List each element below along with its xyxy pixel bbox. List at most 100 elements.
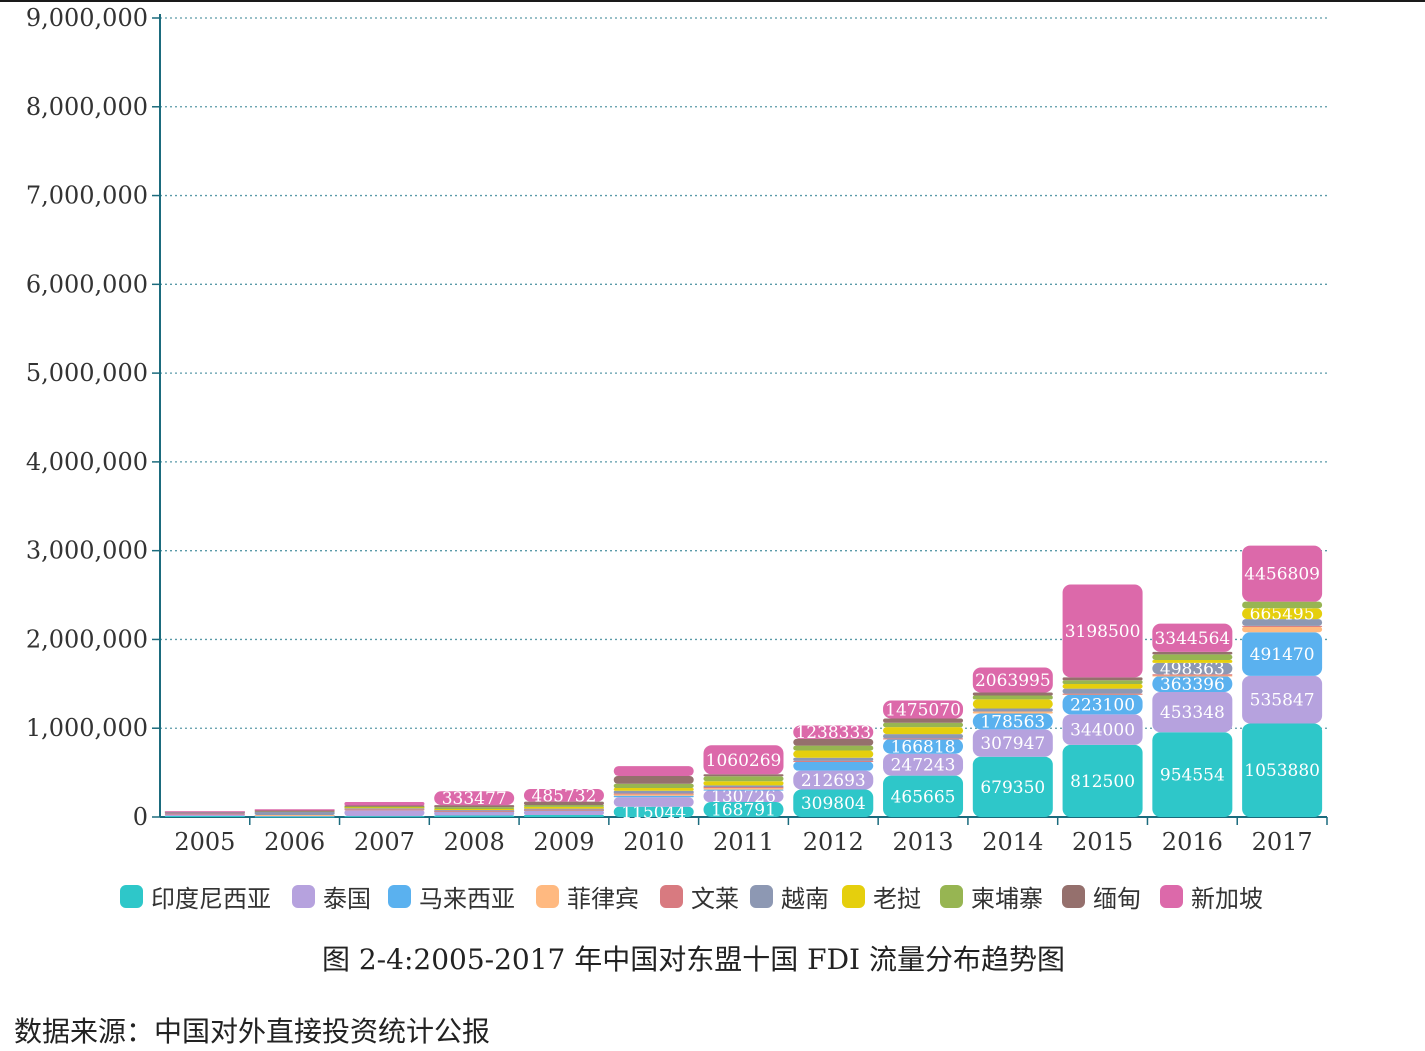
bar-value-label: 166818 xyxy=(891,737,956,757)
bar-segment xyxy=(1152,659,1233,663)
bar-segment xyxy=(703,787,784,789)
bar-segment xyxy=(703,785,784,788)
bar-value-label: 954554 xyxy=(1160,766,1225,786)
legend-item[interactable]: 新加坡 xyxy=(1160,878,1263,914)
figure-caption: 图 2-4:2005-2017 年中国对东盟十国 FDI 流量分布趋势图 xyxy=(321,943,1066,976)
legend-label: 越南 xyxy=(781,884,829,913)
x-tick-label: 2014 xyxy=(982,828,1043,856)
bar-segment xyxy=(883,700,964,719)
bar-segment xyxy=(1062,714,1143,745)
legend-item[interactable]: 老挝 xyxy=(842,878,921,914)
stacked-bar-chart: 0 1,000,000 2,000,000 3,000,000 4,000,000 5,0… xyxy=(26,4,1328,856)
x-tick-label: 2010 xyxy=(623,828,684,856)
bar-segment xyxy=(613,797,694,807)
legend-item[interactable]: 泰国 xyxy=(292,878,371,914)
bar-segment xyxy=(1062,677,1143,681)
bar-segment xyxy=(703,774,784,777)
legend-swatch xyxy=(1062,884,1085,908)
bar-value-label: 2063995 xyxy=(975,671,1051,691)
bar-segment xyxy=(793,770,874,790)
x-tick-label: 2015 xyxy=(1072,828,1133,856)
bar-segment xyxy=(613,806,694,817)
x-tick-label: 2013 xyxy=(892,828,953,856)
bar-value-label: 535847 xyxy=(1250,691,1315,711)
legend-item[interactable]: 柬埔寨 xyxy=(940,878,1043,914)
bar-segment xyxy=(613,790,694,794)
legend-item[interactable]: 文莱 xyxy=(660,878,739,914)
bar-value-label: 3198500 xyxy=(1065,622,1141,642)
bar-value-label: 212693 xyxy=(801,771,866,791)
bar-segment xyxy=(164,813,245,815)
bar-segment xyxy=(1062,688,1143,694)
data-source-note: 数据来源：中国对外直接投资统计公报 xyxy=(14,1015,491,1048)
bar-value-label: 1475070 xyxy=(885,700,961,720)
legend-item[interactable]: 印度尼西亚 xyxy=(120,878,271,914)
bar-value-label: 178563 xyxy=(980,712,1045,732)
bar-segment xyxy=(1152,732,1233,817)
bar-segment xyxy=(1062,694,1143,715)
bar-segment xyxy=(793,761,874,771)
bar-segment xyxy=(1242,675,1323,724)
bar-value-label: 679350 xyxy=(980,778,1045,798)
bar-value-label: 247243 xyxy=(891,756,956,776)
bar-segment xyxy=(883,738,964,740)
bar-value-label: 223100 xyxy=(1070,695,1135,715)
bar-segment xyxy=(344,801,425,806)
bar-segment xyxy=(523,806,604,809)
bar-segment xyxy=(1242,632,1323,676)
legend-swatch xyxy=(660,884,683,908)
legend-item[interactable]: 菲律宾 xyxy=(536,878,639,914)
bar-segment xyxy=(434,810,515,812)
bar-segment xyxy=(1152,662,1233,675)
bar-value-label: 168791 xyxy=(711,801,776,821)
bar-segment xyxy=(793,789,874,817)
x-tick-label: 2008 xyxy=(444,828,505,856)
bar-segment xyxy=(1152,675,1233,693)
x-tick-label: 2017 xyxy=(1252,828,1313,856)
x-tick-label: 2006 xyxy=(264,828,325,856)
x-tick-label: 2009 xyxy=(533,828,594,856)
bar-segment xyxy=(1062,684,1143,689)
bar-value-label: 130726 xyxy=(711,787,776,807)
bar-segment xyxy=(254,814,335,816)
bar-segment xyxy=(883,738,964,754)
bar-segment xyxy=(344,806,425,808)
legend-label: 老挝 xyxy=(873,884,921,913)
bar-value-label: 485732 xyxy=(532,786,597,806)
bar-segment xyxy=(1152,623,1233,652)
bar-segment xyxy=(883,718,964,723)
legend-swatch xyxy=(536,884,559,908)
bar-segment xyxy=(164,811,245,813)
bar-segment xyxy=(613,793,694,795)
bar-segment xyxy=(434,815,515,817)
y-tick-label: 7,000,000 xyxy=(26,182,148,210)
y-tick-label: 3,000,000 xyxy=(26,537,148,565)
bar-segment xyxy=(972,695,1053,700)
bar-value-label: 1053880 xyxy=(1244,761,1320,781)
legend-label: 柬埔寨 xyxy=(971,884,1043,913)
bar-segment xyxy=(883,727,964,735)
bar-value-label: 4456809 xyxy=(1244,565,1320,585)
legend-swatch xyxy=(292,884,315,908)
bar-segment xyxy=(793,738,874,746)
bar-segment xyxy=(972,699,1053,709)
bar-segment xyxy=(434,791,515,806)
y-tick-label: 1,000,000 xyxy=(26,714,148,742)
bar-value-label: 333477 xyxy=(442,789,507,809)
bar-segment xyxy=(254,809,335,811)
bar-segment xyxy=(344,809,425,811)
legend-label: 菲律宾 xyxy=(567,884,639,913)
legend-label: 文莱 xyxy=(691,884,739,913)
x-tick-label: 2012 xyxy=(803,828,864,856)
bar-value-label: 3344564 xyxy=(1154,629,1230,649)
bar-value-label: 307947 xyxy=(980,734,1045,754)
x-tick-label: 2005 xyxy=(174,828,235,856)
bar-segment xyxy=(344,805,425,807)
bar-segment xyxy=(703,789,784,791)
bar-segment xyxy=(523,801,604,805)
legend-item[interactable]: 缅甸 xyxy=(1062,878,1141,914)
y-tick-label: 9,000,000 xyxy=(26,4,148,32)
legend-label: 缅甸 xyxy=(1093,884,1141,913)
legend-item[interactable]: 越南 xyxy=(750,878,829,914)
legend-item[interactable]: 马来西亚 xyxy=(388,878,515,914)
